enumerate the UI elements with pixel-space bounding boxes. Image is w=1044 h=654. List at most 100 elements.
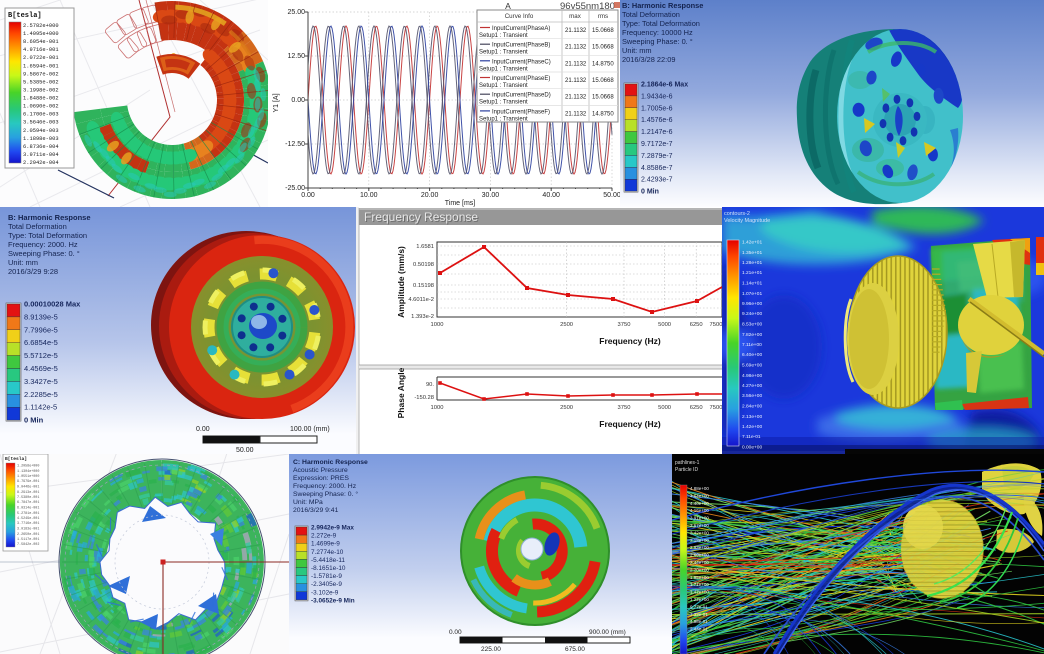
svg-text:6250: 6250 <box>690 322 703 328</box>
svg-text:0.00: 0.00 <box>449 629 462 636</box>
svg-text:1.1898e-003: 1.1898e-003 <box>23 136 59 142</box>
svg-text:InputCurrent(PhaseE): InputCurrent(PhaseE) <box>492 76 550 82</box>
svg-text:4.8586e-7: 4.8586e-7 <box>641 165 673 172</box>
svg-text:-2.3405e-9: -2.3405e-9 <box>311 581 342 588</box>
svg-text:rms: rms <box>598 13 608 20</box>
svg-text:7500: 7500 <box>710 322 722 328</box>
svg-text:-1.5781e-9: -1.5781e-9 <box>311 573 342 580</box>
svg-text:1.8488e-002: 1.8488e-002 <box>23 96 59 102</box>
svg-text:1.0551e+000: 1.0551e+000 <box>17 475 39 479</box>
svg-text:Particle ID: Particle ID <box>675 467 698 473</box>
svg-text:1000: 1000 <box>431 322 444 328</box>
svg-text:Setup1 : Transient: Setup1 : Transient <box>479 50 528 56</box>
svg-text:1.47e+00: 1.47e+00 <box>690 590 709 595</box>
svg-text:14.8750: 14.8750 <box>592 61 614 67</box>
svg-text:6.0314e-001: 6.0314e-001 <box>17 507 39 511</box>
svg-text:1.35e+01: 1.35e+01 <box>742 250 762 256</box>
svg-text:-150.28: -150.28 <box>414 395 434 401</box>
svg-text:4.27e+00: 4.27e+00 <box>742 383 762 389</box>
svg-text:1.4699e-9: 1.4699e-9 <box>311 541 340 548</box>
svg-text:Unit: mm: Unit: mm <box>622 46 652 55</box>
svg-text:2.69e+00: 2.69e+00 <box>690 553 709 558</box>
svg-text:InputCurrent(PhaseC): InputCurrent(PhaseC) <box>492 59 551 65</box>
svg-text:100.00 (mm): 100.00 (mm) <box>290 426 330 433</box>
svg-text:Setup1 : Transient: Setup1 : Transient <box>479 66 528 72</box>
svg-text:Type: Total Deformation: Type: Total Deformation <box>8 231 87 240</box>
svg-text:Sweeping Phase: 0. °: Sweeping Phase: 0. ° <box>622 37 693 46</box>
svg-text:-12.50: -12.50 <box>285 141 305 148</box>
svg-text:Unit: mm: Unit: mm <box>8 258 38 267</box>
svg-text:Type: Total Deformation: Type: Total Deformation <box>622 19 700 28</box>
svg-text:5.5712e-5: 5.5712e-5 <box>24 351 58 360</box>
svg-text:4.5249e-001: 4.5249e-001 <box>17 517 39 521</box>
svg-text:21.1132: 21.1132 <box>565 78 587 84</box>
svg-text:5000: 5000 <box>658 322 671 328</box>
svg-text:4.16e+00: 4.16e+00 <box>690 508 709 513</box>
svg-text:7.82e+00: 7.82e+00 <box>742 332 762 338</box>
svg-text:1.2058e+000: 1.2058e+000 <box>17 465 39 469</box>
svg-text:2.44e+00: 2.44e+00 <box>690 560 709 565</box>
svg-text:1.1142e-5: 1.1142e-5 <box>24 403 57 412</box>
svg-text:2016/3/28 22:09: 2016/3/28 22:09 <box>622 55 675 64</box>
svg-text:1.1304e+000: 1.1304e+000 <box>17 470 39 474</box>
svg-text:1.21e+01: 1.21e+01 <box>742 270 762 276</box>
svg-text:8.6054e-001: 8.6054e-001 <box>23 39 59 45</box>
svg-text:B: Harmonic Response: B: Harmonic Response <box>622 1 703 10</box>
svg-text:3.18e+00: 3.18e+00 <box>690 538 709 543</box>
svg-text:-3.0652e-9 Min: -3.0652e-9 Min <box>311 597 355 604</box>
svg-text:9.96e+00: 9.96e+00 <box>742 301 762 307</box>
svg-text:50.00: 50.00 <box>236 447 254 454</box>
svg-text:Sweeping Phase: 0. °: Sweeping Phase: 0. ° <box>293 490 358 498</box>
svg-text:7.2879e-7: 7.2879e-7 <box>641 153 673 160</box>
svg-text:2.2942e-004: 2.2942e-004 <box>23 160 59 166</box>
svg-text:90.: 90. <box>426 382 434 388</box>
svg-text:3.91e+00: 3.91e+00 <box>690 516 709 521</box>
svg-text:Setup1 : Transient: Setup1 : Transient <box>479 33 528 39</box>
svg-text:9.7172e-7: 9.7172e-7 <box>641 141 673 148</box>
svg-text:21.1132: 21.1132 <box>565 95 587 101</box>
svg-text:7.11e+00: 7.11e+00 <box>742 342 762 348</box>
svg-text:-8.1651e-10: -8.1651e-10 <box>311 565 346 572</box>
svg-text:1.14e+01: 1.14e+01 <box>742 281 762 287</box>
svg-text:1.0690e-002: 1.0690e-002 <box>23 104 59 110</box>
svg-text:A: A <box>505 1 511 11</box>
svg-text:0.00: 0.00 <box>196 426 210 433</box>
svg-text:2016/3/29 9:41: 2016/3/29 9:41 <box>293 507 339 514</box>
svg-text:9.5867e-002: 9.5867e-002 <box>23 71 59 77</box>
svg-text:Amplitude (mm/s): Amplitude (mm/s) <box>396 246 406 318</box>
svg-text:max: max <box>569 13 582 20</box>
svg-text:1.4576e-6: 1.4576e-6 <box>641 117 673 124</box>
svg-text:6250: 6250 <box>690 405 703 411</box>
svg-text:8.2913e-001: 8.2913e-001 <box>17 491 39 495</box>
svg-text:Total Deformation: Total Deformation <box>622 10 680 19</box>
svg-text:Frequency: 10000 Hz: Frequency: 10000 Hz <box>622 28 693 37</box>
svg-text:20.00: 20.00 <box>421 192 439 199</box>
svg-text:15.0668: 15.0668 <box>592 78 614 84</box>
svg-text:Acoustic Pressure: Acoustic Pressure <box>293 467 348 474</box>
svg-text:900.00 (mm): 900.00 (mm) <box>589 629 626 636</box>
svg-text:0.00010028 Max: 0.00010028 Max <box>24 300 81 309</box>
svg-text:15.0668: 15.0668 <box>592 95 614 101</box>
svg-text:7.2774e-10: 7.2774e-10 <box>311 549 344 556</box>
svg-text:3.0183e-001: 3.0183e-001 <box>17 528 39 532</box>
svg-text:3.7716e-001: 3.7716e-001 <box>17 522 39 526</box>
svg-text:1.42e+00: 1.42e+00 <box>742 424 762 430</box>
svg-text:1.6594e-001: 1.6594e-001 <box>23 63 59 69</box>
svg-text:4.64e+00: 4.64e+00 <box>690 493 709 498</box>
svg-text:25.00: 25.00 <box>287 9 305 16</box>
svg-text:6.6854e-5: 6.6854e-5 <box>24 338 58 347</box>
svg-text:InputCurrent(PhaseF): InputCurrent(PhaseF) <box>492 109 550 115</box>
svg-text:3.1998e-002: 3.1998e-002 <box>23 88 59 94</box>
svg-text:Curve Info: Curve Info <box>505 13 534 20</box>
svg-text:1.4095e+000: 1.4095e+000 <box>23 31 59 37</box>
svg-text:7.5842e-002: 7.5842e-002 <box>17 543 39 547</box>
svg-text:C: Harmonic Response: C: Harmonic Response <box>293 459 368 466</box>
svg-text:3.3427e-5: 3.3427e-5 <box>24 377 58 386</box>
svg-text:7.11e-01: 7.11e-01 <box>742 434 761 440</box>
svg-text:Y1 [A]: Y1 [A] <box>273 93 280 112</box>
svg-text:1.6581: 1.6581 <box>416 244 434 250</box>
svg-text:contours-2: contours-2 <box>724 211 750 217</box>
svg-text:3.5646e-003: 3.5646e-003 <box>23 120 59 126</box>
svg-text:4.98e+00: 4.98e+00 <box>742 373 762 379</box>
svg-text:2500: 2500 <box>560 405 573 411</box>
